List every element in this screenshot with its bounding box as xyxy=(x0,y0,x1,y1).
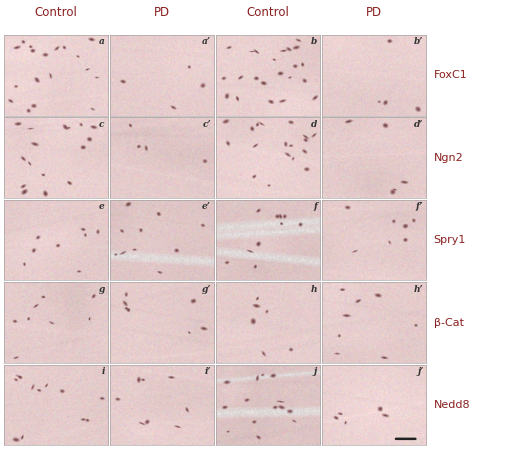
Text: j’: j’ xyxy=(417,367,423,376)
Text: a’: a’ xyxy=(202,37,211,46)
Text: b: b xyxy=(311,37,317,46)
Text: f’: f’ xyxy=(416,202,423,211)
Text: c’: c’ xyxy=(202,120,211,129)
Text: d’: d’ xyxy=(414,120,423,129)
Text: PD: PD xyxy=(154,6,170,19)
Text: c: c xyxy=(99,120,104,129)
Text: i: i xyxy=(101,367,104,376)
Text: f: f xyxy=(313,202,317,211)
Text: e’: e’ xyxy=(202,202,211,211)
Text: i’: i’ xyxy=(204,367,211,376)
Text: a: a xyxy=(99,37,104,46)
Text: g: g xyxy=(98,284,104,294)
Text: Ngn2: Ngn2 xyxy=(434,153,463,163)
Text: FoxC1: FoxC1 xyxy=(434,70,467,80)
Text: β-Cat: β-Cat xyxy=(434,318,464,328)
Text: Control: Control xyxy=(34,6,77,19)
Text: Nedd8: Nedd8 xyxy=(434,400,471,410)
Text: Control: Control xyxy=(247,6,290,19)
Text: j: j xyxy=(314,367,317,376)
Text: g’: g’ xyxy=(202,284,211,294)
Text: b’: b’ xyxy=(414,37,423,46)
Text: d: d xyxy=(311,120,317,129)
Text: h: h xyxy=(311,284,317,294)
Text: h’: h’ xyxy=(414,284,423,294)
Text: PD: PD xyxy=(367,6,382,19)
Text: e: e xyxy=(99,202,104,211)
Text: Spry1: Spry1 xyxy=(434,235,466,245)
